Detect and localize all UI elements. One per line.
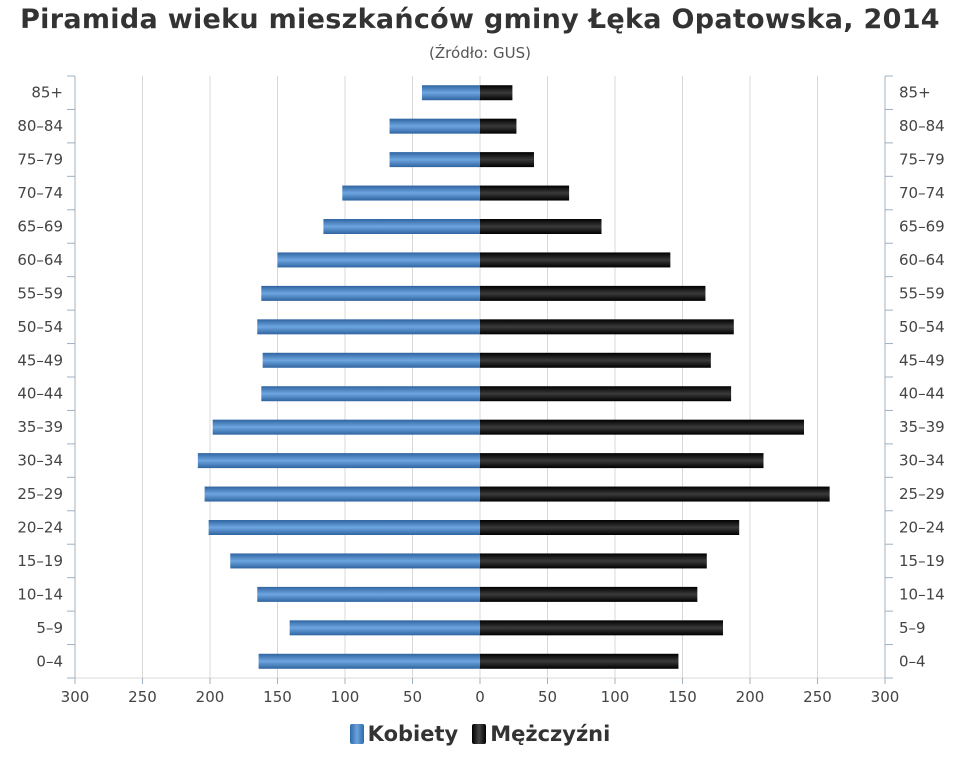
bar-kobiety[interactable] xyxy=(208,520,480,535)
chart-title: Piramida wieku mieszkańców gminy Łęka Op… xyxy=(20,4,940,35)
bar-mezczyzni[interactable] xyxy=(480,520,740,535)
x-tick-label: 300 xyxy=(871,688,900,706)
legend-item-mezczyzni[interactable]: Mężczyźni xyxy=(472,722,610,746)
x-tick-label: 100 xyxy=(601,688,630,706)
tick-label-right: 15–19 xyxy=(899,552,945,570)
x-tick-label: 250 xyxy=(803,688,832,706)
bar-kobiety[interactable] xyxy=(261,386,480,402)
bar-kobiety[interactable] xyxy=(342,185,480,201)
bar-kobiety[interactable] xyxy=(197,453,480,469)
bar-kobiety[interactable] xyxy=(257,586,480,602)
chart-subtitle: (Źródło: GUS) xyxy=(429,44,531,62)
tick-label-right: 75–79 xyxy=(899,151,945,169)
tick-label-left: 45–49 xyxy=(17,351,63,369)
bar-mezczyzni[interactable] xyxy=(480,285,706,301)
tick-label-left: 80–84 xyxy=(17,117,63,135)
bar-kobiety[interactable] xyxy=(258,653,480,669)
tick-label-left: 55–59 xyxy=(17,284,63,302)
tick-label-right: 40–44 xyxy=(899,385,945,403)
bar-kobiety[interactable] xyxy=(277,252,481,268)
x-tick-label: 50 xyxy=(403,688,422,706)
tick-label-right: 50–54 xyxy=(899,318,945,336)
legend-swatch-kobiety xyxy=(349,724,364,744)
tick-label-right: 85+ xyxy=(899,84,931,102)
bar-mezczyzni[interactable] xyxy=(480,252,671,268)
bar-mezczyzni[interactable] xyxy=(480,118,517,134)
tick-label-left: 20–24 xyxy=(17,519,63,537)
tick-label-left: 35–39 xyxy=(17,418,63,436)
tick-label-right: 60–64 xyxy=(899,251,945,269)
x-tick-label: 100 xyxy=(331,688,360,706)
tick-label-left: 75–79 xyxy=(17,151,63,169)
tick-label-right: 35–39 xyxy=(899,418,945,436)
bar-mezczyzni[interactable] xyxy=(480,653,679,669)
bar-mezczyzni[interactable] xyxy=(480,620,723,636)
tick-label-right: 45–49 xyxy=(899,351,945,369)
legend-label-mezczyzni: Mężczyźni xyxy=(490,722,611,746)
tick-label-right: 55–59 xyxy=(899,284,945,302)
bar-kobiety[interactable] xyxy=(262,352,480,368)
tick-label-left: 60–64 xyxy=(17,251,63,269)
x-tick-label: 250 xyxy=(128,688,157,706)
tick-label-left: 10–14 xyxy=(17,585,63,603)
legend: Kobiety Mężczyźni xyxy=(0,722,960,746)
tick-label-left: 65–69 xyxy=(17,218,63,236)
x-tick-label: 150 xyxy=(263,688,292,706)
tick-label-left: 40–44 xyxy=(17,385,63,403)
x-tick-label: 0 xyxy=(475,688,485,706)
tick-label-right: 10–14 xyxy=(899,585,945,603)
tick-label-left: 50–54 xyxy=(17,318,63,336)
tick-label-right: 65–69 xyxy=(899,218,945,236)
bar-kobiety[interactable] xyxy=(323,219,480,234)
bar-kobiety[interactable] xyxy=(230,553,480,569)
bar-mezczyzni[interactable] xyxy=(480,219,602,234)
axes: 85+ 85+ 80–84 80–84 75–79 75–79 70–74 70–74 65–6… xyxy=(17,75,945,706)
bar-mezczyzni[interactable] xyxy=(480,586,698,602)
bar-kobiety[interactable] xyxy=(212,419,480,435)
x-tick-label: 200 xyxy=(196,688,225,706)
tick-label-right: 30–34 xyxy=(899,452,945,470)
bar-mezczyzni[interactable] xyxy=(480,352,711,368)
bar-mezczyzni[interactable] xyxy=(480,319,734,335)
tick-label-left: 0–4 xyxy=(36,652,63,670)
tick-label-right: 25–29 xyxy=(899,485,945,503)
tick-label-right: 5–9 xyxy=(899,619,926,637)
bar-kobiety[interactable] xyxy=(389,152,480,168)
x-tick-label: 200 xyxy=(736,688,765,706)
tick-label-left: 15–19 xyxy=(17,552,63,570)
legend-swatch-mezczyzni xyxy=(472,724,487,744)
bar-mezczyzni[interactable] xyxy=(480,185,570,201)
bar-mezczyzni[interactable] xyxy=(480,486,830,502)
bar-kobiety[interactable] xyxy=(261,285,480,301)
bar-kobiety[interactable] xyxy=(257,319,480,335)
tick-label-right: 20–24 xyxy=(899,519,945,537)
tick-label-left: 30–34 xyxy=(17,452,63,470)
x-tick-label: 50 xyxy=(538,688,557,706)
tick-label-left: 70–74 xyxy=(17,184,63,202)
bar-mezczyzni[interactable] xyxy=(480,453,764,469)
bar-kobiety[interactable] xyxy=(204,486,480,502)
tick-label-right: 80–84 xyxy=(899,117,945,135)
bar-kobiety[interactable] xyxy=(421,85,480,101)
bar-kobiety[interactable] xyxy=(389,118,480,134)
tick-label-left: 85+ xyxy=(31,84,63,102)
bar-mezczyzni[interactable] xyxy=(480,152,534,168)
bar-mezczyzni[interactable] xyxy=(480,419,804,435)
tick-label-left: 5–9 xyxy=(36,619,63,637)
tick-label-right: 0–4 xyxy=(899,652,926,670)
x-tick-label: 300 xyxy=(61,688,90,706)
bar-mezczyzni[interactable] xyxy=(480,85,513,101)
tick-label-left: 25–29 xyxy=(17,485,63,503)
bar-mezczyzni[interactable] xyxy=(480,553,707,569)
bars xyxy=(197,85,830,669)
bar-mezczyzni[interactable] xyxy=(480,386,732,402)
bar-kobiety[interactable] xyxy=(289,620,480,636)
tick-label-right: 70–74 xyxy=(899,184,945,202)
legend-item-kobiety[interactable]: Kobiety xyxy=(349,722,459,746)
x-tick-label: 150 xyxy=(668,688,697,706)
grid-lines xyxy=(142,76,818,678)
legend-label-kobiety: Kobiety xyxy=(367,722,459,746)
